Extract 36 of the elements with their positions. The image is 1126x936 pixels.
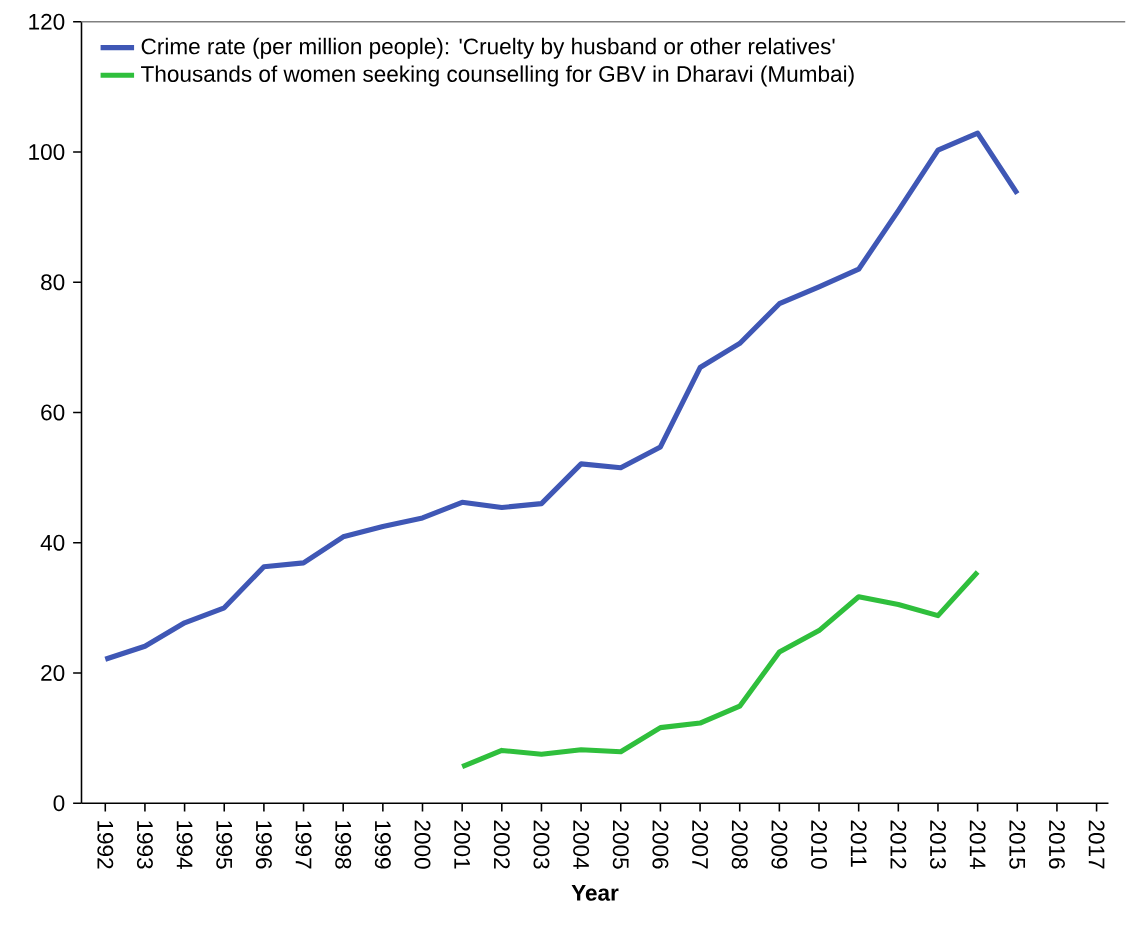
x-tick-label: 2007 [692,820,709,869]
x-tick-label: 2013 [930,820,946,869]
x-tick-label: 2004 [573,820,590,869]
x-tick-label: 2008 [731,820,748,869]
y-tick-label: 100 [29,144,65,160]
x-tick-label: 2001 [454,820,471,869]
x-tick-label: 1995 [216,821,233,869]
x-tick-label: 2006 [652,820,669,869]
x-tick-label: 2016 [1048,820,1065,869]
legend-label: Crime rate (per million people): 'Cruelty by husband or other relatives' [141,37,835,59]
x-tick-label: 1997 [295,821,312,869]
x-tick-label: 1992 [97,821,114,869]
x-tick-label: 1994 [176,821,193,869]
y-tick-label: 80 [41,274,65,291]
x-tick-label: 2017 [1088,820,1105,869]
x-tick-label: 1999 [374,821,391,869]
y-tick-label: 40 [40,534,65,551]
x-tick-label: 2012 [890,820,907,869]
y-tick-label: 0 [53,795,65,812]
x-tick-label: 2002 [493,820,510,869]
x-tick-label: 2009 [771,820,788,869]
x-tick-label: 1996 [255,821,272,869]
y-tick-label: 20 [41,664,65,681]
legend-label: Thousands of women seeking counselling for GBV in Dharavi (Mumbai) [141,65,854,87]
x-tick-label: 2015 [1009,820,1026,869]
x-tick-label: 2000 [414,820,431,869]
x-tick-label: 2014 [969,820,986,869]
x-tick-label: 1998 [335,821,352,869]
x-tick-label: 2005 [612,820,629,869]
x-tick-label: 2011 [850,820,867,867]
y-tick-label: 120 [29,13,65,30]
x-axis-title: Year [571,885,619,901]
x-tick-label: 1993 [136,821,153,869]
x-tick-label: 2003 [533,820,550,869]
x-tick-label: 2010 [811,820,828,869]
y-tick-label: 60 [41,404,65,421]
